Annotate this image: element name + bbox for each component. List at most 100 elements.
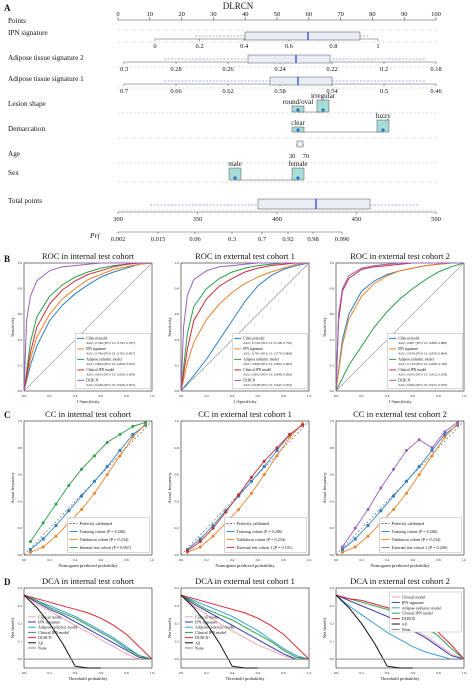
calibration-point — [224, 510, 228, 514]
nomogram-row-label: Sex — [8, 169, 19, 177]
variable-tick-label: 0.5 — [380, 88, 388, 95]
calibration-curve — [342, 424, 458, 550]
roc-curve — [335, 262, 464, 392]
y-axis-label: Actual frequency — [167, 472, 172, 504]
y-tick-label: 0.2 — [18, 363, 23, 367]
chart-title: DCA in internal test cohort — [42, 576, 135, 586]
x-tick-label: 0.4 — [230, 558, 235, 562]
calibration-point — [118, 448, 122, 452]
calibration-point — [118, 454, 122, 458]
x-tick-label: 0.2 — [47, 671, 52, 675]
legend-label: Clinical IPN model — [402, 611, 434, 616]
x-axis-label: Nomogram predicted probability — [58, 563, 118, 568]
calibration-point — [105, 465, 109, 469]
variable-tick-label: 0.4 — [240, 43, 249, 50]
x-tick-label: 0.0 — [22, 671, 27, 675]
x-tick-label: 1.0 — [307, 558, 312, 562]
y-tick-label: 0.2 — [175, 622, 180, 626]
nomogram-row-label: Lesion shape — [8, 100, 46, 108]
calibration-point — [353, 545, 357, 549]
y-tick-label: 0.8 — [175, 287, 180, 291]
legend-label: All — [38, 640, 44, 645]
calibration-point — [28, 540, 32, 544]
x-tick-label: 0.0 — [179, 671, 184, 675]
variable-tick-label: 0.7 — [120, 88, 129, 95]
category-point — [321, 108, 325, 112]
y-tick-label: 0.2 — [330, 363, 335, 367]
y-axis-label: Sensitivity — [10, 317, 15, 337]
roc-curve — [335, 262, 464, 392]
nomogram-panel: A DLRCN Points IPN signature Adipose tissue … — [4, 1, 442, 243]
legend-label: Clinical model — [398, 336, 419, 340]
net-benefit-curve — [180, 594, 258, 669]
points-tick-label: 80 — [369, 11, 376, 18]
x-tick-label: 0.8 — [281, 394, 286, 398]
variable-tick-label: 0.62 — [222, 88, 233, 95]
points-tick-label: 50 — [274, 11, 281, 18]
y-tick-label: 0.8 — [18, 446, 23, 450]
y-tick-label: 0.4 — [175, 499, 180, 503]
calibration-point — [198, 545, 202, 549]
points-tick-label: 90 — [401, 11, 408, 18]
y-axis-label: Net benefit — [322, 617, 327, 638]
variable-tick-label: 0.6 — [285, 43, 294, 50]
x-tick-label: 0.2 — [47, 394, 52, 398]
roc-curve — [23, 262, 152, 392]
y-tick-label: 0.0 — [18, 657, 23, 661]
x-tick-label: 0.0 — [22, 394, 27, 398]
probability-label: Pr( — [89, 231, 101, 240]
net-benefit-curve — [180, 594, 310, 660]
dca-chart: DCA in internal test cohort 0.0 0.2 0.4 0.6 0… — [10, 576, 154, 681]
x-tick-label: 0.8 — [124, 558, 129, 562]
calibration-point — [288, 435, 292, 439]
legend-label: Validation cohort (P = 0.234) — [80, 537, 129, 542]
probability-tick-label: 0.015 — [151, 236, 166, 243]
roc-panels: B ROC in internal test cohort0.00.00.20.2… — [4, 251, 466, 404]
x-tick-label: 0.6 — [256, 394, 261, 398]
calibration-curve — [187, 424, 303, 550]
legend-label: Clinical IPN model — [243, 368, 271, 372]
points-tick-label: 10 — [147, 11, 154, 18]
calibration-point — [249, 475, 253, 479]
roc-curve — [180, 262, 309, 392]
legend-auc: AUC: 0.946 (95% CI: 0.936, 0.955) — [86, 383, 135, 388]
net-benefit-curve — [180, 594, 309, 660]
legend-label: DLRCN — [38, 635, 52, 640]
legend-auc: AUC: 0.864 (95% CI: 0.858, 0.870) — [86, 362, 135, 367]
x-tick-label: 0.2 — [204, 558, 209, 562]
legend-auc: AUC: 0.796 (95% CI: 0.795, 0.797) — [86, 341, 135, 346]
legend-label: IPN signature — [398, 347, 418, 351]
dca-chart: DCA in external test cohort 2 0.0 0.2 0.4 0.… — [322, 576, 466, 681]
legend-auc: AUC: 0.749 (95% CI: 0.748, 0.750) — [243, 341, 292, 346]
y-tick-label: 0.8 — [330, 287, 335, 291]
y-tick-label: 0.4 — [330, 499, 335, 503]
x-tick-label: 0.0 — [179, 558, 184, 562]
chart-title: DCA in external test cohort 2 — [350, 576, 450, 586]
net-benefit-curve — [23, 594, 153, 660]
chart-title: ROC in external test cohort 1 — [195, 251, 295, 261]
net-benefit-curve — [23, 594, 153, 660]
legend-label: Clinical model — [243, 336, 264, 340]
variable-tick-label: 0.18 — [430, 66, 441, 73]
calibration-point — [118, 432, 122, 436]
nomogram-row-label: Age — [8, 150, 20, 158]
legend-label: None — [38, 646, 47, 651]
category-point — [296, 108, 300, 112]
net-benefit-curve — [180, 594, 310, 660]
legend-label: IPN signature — [243, 347, 263, 351]
legend-auc: AUC: 0.719 (95% CI: 0.698, 0.740) — [398, 362, 447, 367]
probability-tick-label: 0.92 — [282, 236, 293, 243]
calibration-point — [392, 467, 396, 471]
calibration-point — [105, 440, 109, 444]
roc-chart: ROC in external test cohort 1 0.00.0 0.2 0.… — [167, 251, 311, 404]
variable-tick-label: 0 — [153, 43, 156, 50]
legend-label: All — [195, 640, 201, 645]
x-tick-label: 1.0 — [150, 671, 155, 675]
legend-label: Clinical IPN model — [38, 630, 70, 635]
x-tick-label: 0.8 — [436, 558, 441, 562]
legend-auc: AUC: 0.781 (95% CI: 0.779, 0.808) — [243, 351, 292, 356]
age-tick-label: 70 — [303, 153, 310, 160]
calibration-point — [211, 524, 215, 528]
legend-label: None — [402, 627, 411, 632]
legend-label: Validation cohort (P = 0.234) — [392, 537, 441, 542]
